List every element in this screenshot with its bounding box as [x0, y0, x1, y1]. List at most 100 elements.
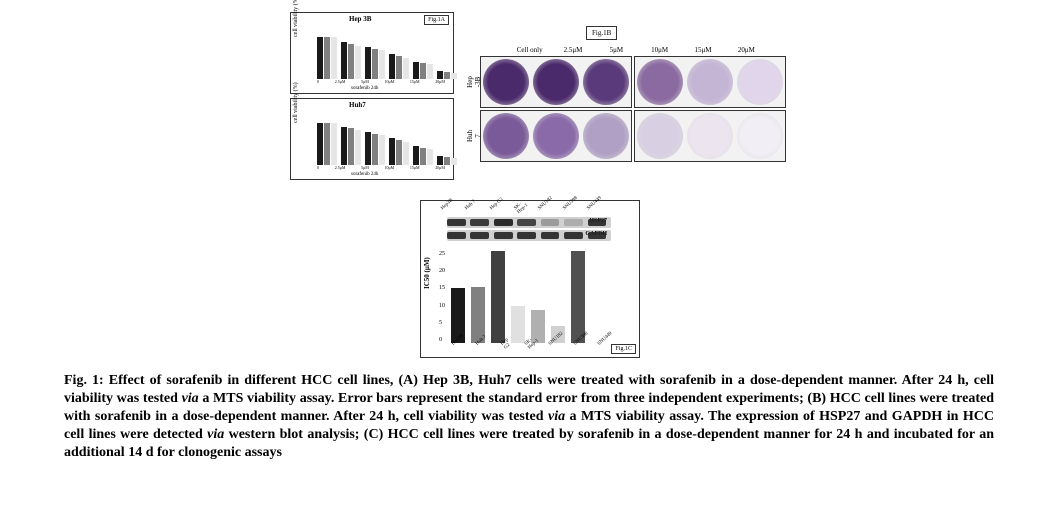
chart-hep3b: Hep 3B Fig.1A cell viability (%) 02.5μM5…: [290, 12, 454, 94]
bar: [372, 49, 378, 79]
well: [483, 113, 529, 159]
y-axis-label: cell viability (%): [293, 82, 299, 123]
x-axis-label: sorafenib 24h: [351, 86, 378, 91]
band: [470, 219, 489, 226]
blot-band-gapdh: GAPDH: [447, 230, 611, 241]
bar: [451, 158, 457, 165]
figure-area: Hep 3B Fig.1A cell viability (%) 02.5μM5…: [0, 0, 1058, 370]
plate-row: Huh 7: [468, 110, 768, 162]
blot-band-hsp27: HSP27: [447, 217, 611, 228]
western-blot: Hep3BHuh 7Hep G2SK-Hep-1SNU182SNU398SNU4…: [421, 201, 639, 247]
dose-label: 10μM: [638, 46, 681, 54]
bar: [427, 64, 433, 79]
bar: [317, 123, 323, 165]
band: [517, 219, 536, 226]
bar: [379, 50, 385, 79]
bar: [379, 135, 385, 165]
band: [447, 232, 466, 239]
band: [588, 232, 607, 239]
band: [564, 232, 583, 239]
well: [737, 59, 783, 105]
bar: [324, 37, 330, 79]
bar: [444, 157, 450, 165]
lane-label: Hep G2: [489, 196, 509, 215]
chart-title: Hep 3B: [349, 15, 371, 23]
well: [533, 113, 579, 159]
bar: [396, 140, 402, 165]
band: [564, 219, 583, 226]
band: [494, 232, 513, 239]
bar: [341, 127, 347, 165]
figure-badge: Fig.1A: [424, 15, 449, 25]
bar: [348, 44, 354, 79]
x-axis-label: sorafenib 24h: [351, 172, 378, 177]
bar: [437, 156, 443, 165]
bar: [324, 123, 330, 165]
bar: [437, 71, 443, 79]
y-axis-label: IC50 (μM): [423, 257, 431, 289]
caption-italic: via: [207, 427, 224, 442]
band: [541, 219, 560, 226]
bar: [451, 73, 457, 79]
lane-label: SNU449: [586, 196, 606, 215]
lane-label: Hep3B: [440, 196, 460, 215]
well: [583, 113, 629, 159]
well: [483, 59, 529, 105]
row-label: Hep -3B: [466, 76, 482, 88]
row-label: Huh 7: [466, 130, 482, 142]
figure-badge: Fig.1C: [611, 344, 636, 354]
y-axis-label: cell viability (%): [293, 0, 299, 37]
lane-label: SNU182: [538, 196, 558, 215]
panel-b: Fig.1B Cell only2.5μM5μM10μM15μM20μM Hep…: [468, 22, 768, 164]
bar: [389, 138, 395, 165]
bar: [355, 130, 361, 165]
bar: [403, 58, 409, 79]
plate-row: Hep -3B: [468, 56, 768, 108]
bar: [427, 149, 433, 165]
well: [533, 59, 579, 105]
band: [447, 219, 466, 226]
well: [687, 113, 733, 159]
dose-label: 5μM: [595, 46, 638, 54]
bar: [348, 128, 354, 165]
dose-labels: Cell only2.5μM5μM10μM15μM20μM: [468, 46, 768, 54]
chart-huh7: Huh7 cell viability (%) 02.5μM5μM10μM15μ…: [290, 98, 454, 180]
band: [517, 232, 536, 239]
y-ticks: 0510152025: [439, 251, 445, 343]
panel-a: Hep 3B Fig.1A cell viability (%) 02.5μM5…: [290, 12, 454, 184]
well: [737, 113, 783, 159]
bar: [355, 46, 361, 79]
chart-title: Huh7: [349, 101, 366, 109]
well: [637, 59, 683, 105]
band: [494, 219, 513, 226]
bar: [317, 37, 323, 79]
bar: [396, 56, 402, 79]
caption-italic: via: [548, 409, 565, 424]
bar: [365, 47, 371, 79]
well: [687, 59, 733, 105]
band: [588, 219, 607, 226]
bar: [413, 62, 419, 79]
bar: [413, 146, 419, 165]
ic50-bar: [491, 251, 505, 343]
bar: [420, 148, 426, 165]
figure-caption: Fig. 1: Effect of sorafenib in different…: [64, 372, 994, 462]
caption-fignum: Fig. 1:: [64, 373, 104, 388]
bar: [331, 37, 337, 79]
well: [583, 59, 629, 105]
bar: [389, 54, 395, 79]
ic50-bar: [571, 251, 585, 343]
well: [637, 113, 683, 159]
dose-label: 20μM: [725, 46, 768, 54]
lane-label: SK-Hep-1: [513, 196, 533, 215]
panel-c: Hep3BHuh 7Hep G2SK-Hep-1SNU182SNU398SNU4…: [420, 200, 640, 358]
lane-label: SNU398: [562, 196, 582, 215]
dose-label: 15μM: [681, 46, 724, 54]
ic50-bar-chart: [451, 251, 611, 343]
bar: [372, 134, 378, 165]
band: [541, 232, 560, 239]
caption-italic: via: [182, 391, 199, 406]
dose-label: Cell only: [508, 46, 551, 54]
bar: [403, 142, 409, 165]
bar: [331, 123, 337, 165]
